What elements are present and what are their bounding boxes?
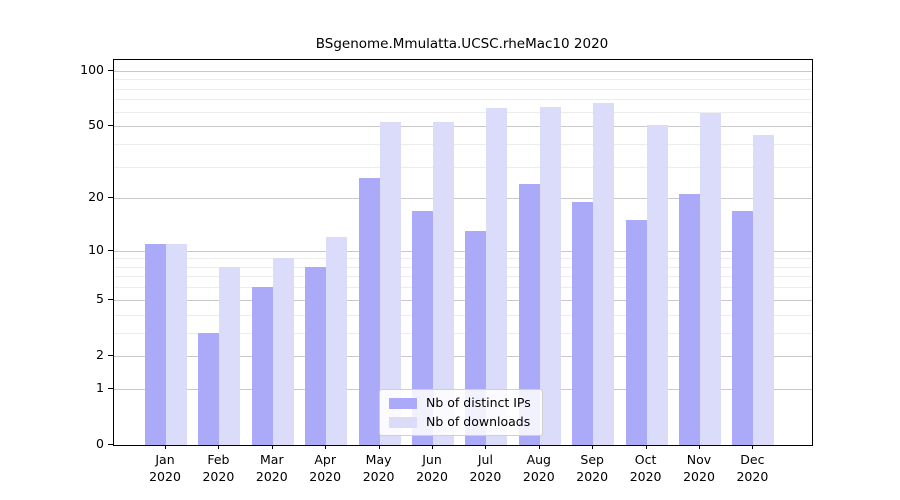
y-axis-tick xyxy=(108,354,113,356)
y-axis-tick xyxy=(108,249,113,251)
y-axis-label: 50 xyxy=(88,117,104,133)
bar-distinct-ips-sep xyxy=(572,202,594,445)
x-axis-tick xyxy=(271,445,273,449)
gridline-minor xyxy=(114,79,812,81)
gridline-major xyxy=(114,70,812,72)
bar-distinct-ips-jan xyxy=(145,243,166,445)
legend-item-downloads: Nb of downloads xyxy=(389,415,531,429)
legend: Nb of distinct IPs Nb of downloads xyxy=(379,389,543,436)
y-axis-label: 2 xyxy=(96,346,104,362)
y-axis-tick xyxy=(108,444,113,445)
legend-label-downloads: Nb of downloads xyxy=(426,414,531,429)
x-axis-tick xyxy=(645,445,647,449)
bar-downloads-nov xyxy=(700,113,721,445)
legend-item-distinct-ips: Nb of distinct IPs xyxy=(389,396,531,410)
gridline-major xyxy=(114,126,812,128)
x-axis-tick xyxy=(432,445,433,449)
x-axis-label-apr: Apr 2020 xyxy=(309,452,342,484)
x-axis-tick xyxy=(378,445,380,449)
bar-downloads-feb xyxy=(219,266,241,445)
x-axis-tick xyxy=(592,445,594,449)
bar-downloads-apr xyxy=(326,237,348,445)
y-axis-label: 20 xyxy=(88,189,104,205)
x-axis-tick xyxy=(538,445,540,449)
y-axis-label: 10 xyxy=(88,241,104,257)
x-axis-label-oct: Oct 2020 xyxy=(629,452,662,484)
gridline-minor xyxy=(114,166,812,168)
gridline-minor xyxy=(114,99,812,101)
gridline-minor xyxy=(114,287,812,289)
bar-distinct-ips-feb xyxy=(198,332,220,445)
bar-distinct-ips-oct xyxy=(625,220,647,445)
gridline-major xyxy=(114,198,812,200)
bar-distinct-ips-dec xyxy=(732,210,754,445)
y-axis-tick xyxy=(108,197,113,199)
bar-downloads-oct xyxy=(646,124,668,445)
x-axis-tick xyxy=(699,445,700,449)
bar-distinct-ips-aug xyxy=(518,184,540,445)
x-axis-label-aug: Aug 2020 xyxy=(522,452,555,484)
x-axis-label-may: May 2020 xyxy=(362,452,395,484)
bar-distinct-ips-jun xyxy=(412,210,433,445)
x-axis-tick xyxy=(752,445,754,449)
gridline-minor xyxy=(114,266,812,268)
x-axis-tick xyxy=(325,445,327,449)
gridline-minor xyxy=(114,88,812,90)
bar-downloads-dec xyxy=(753,134,775,445)
y-axis-tick xyxy=(108,298,113,300)
gridline-minor xyxy=(114,111,812,113)
bar-distinct-ips-mar xyxy=(251,287,273,445)
x-axis-label-jul: Jul 2020 xyxy=(469,452,502,484)
gridline-minor xyxy=(114,276,812,278)
gridline-major xyxy=(114,299,812,301)
y-axis-label: 1 xyxy=(96,379,104,395)
x-axis-tick xyxy=(165,445,166,449)
bar-distinct-ips-may xyxy=(358,177,380,445)
y-axis-label: 100 xyxy=(80,61,104,77)
bar-distinct-ips-apr xyxy=(305,266,327,445)
x-axis-label-dec: Dec 2020 xyxy=(736,452,769,484)
x-axis-label-sep: Sep 2020 xyxy=(576,452,609,484)
bar-downloads-jun xyxy=(433,121,454,445)
gridline-minor xyxy=(114,143,812,145)
bar-downloads-sep xyxy=(593,102,615,445)
y-axis-tick xyxy=(108,69,113,71)
bar-downloads-jan xyxy=(166,243,187,445)
bar-downloads-may xyxy=(379,121,401,445)
legend-swatch-downloads xyxy=(389,416,417,428)
y-axis-label: 0 xyxy=(96,436,104,451)
gridline-major xyxy=(114,250,812,252)
gridline-minor xyxy=(114,314,812,316)
x-axis-tick xyxy=(218,445,220,449)
x-axis-label-jan: Jan 2020 xyxy=(149,452,181,484)
x-axis-label-nov: Nov 2020 xyxy=(683,452,715,484)
x-axis-label-jun: Jun 2020 xyxy=(416,452,448,484)
bar-downloads-mar xyxy=(272,258,294,445)
y-axis-tick xyxy=(108,125,113,127)
gridline-minor xyxy=(114,258,812,260)
x-axis-label-feb: Feb 2020 xyxy=(202,452,235,484)
bar-downloads-aug xyxy=(539,106,561,445)
bar-distinct-ips-nov xyxy=(679,194,700,445)
gridline-major xyxy=(114,355,812,357)
plot-area xyxy=(113,59,813,446)
x-axis-label-mar: Mar 2020 xyxy=(255,452,288,484)
chart-title: BSgenome.Mmulatta.UCSC.rheMac10 2020 xyxy=(315,36,609,52)
bar-downloads-jul xyxy=(486,107,508,445)
x-axis-tick xyxy=(485,445,487,449)
legend-swatch-distinct-ips xyxy=(389,397,417,409)
legend-label-distinct-ips: Nb of distinct IPs xyxy=(426,395,531,410)
y-axis-tick xyxy=(108,387,113,389)
gridline-minor xyxy=(114,332,812,334)
y-axis-label: 5 xyxy=(96,290,104,306)
